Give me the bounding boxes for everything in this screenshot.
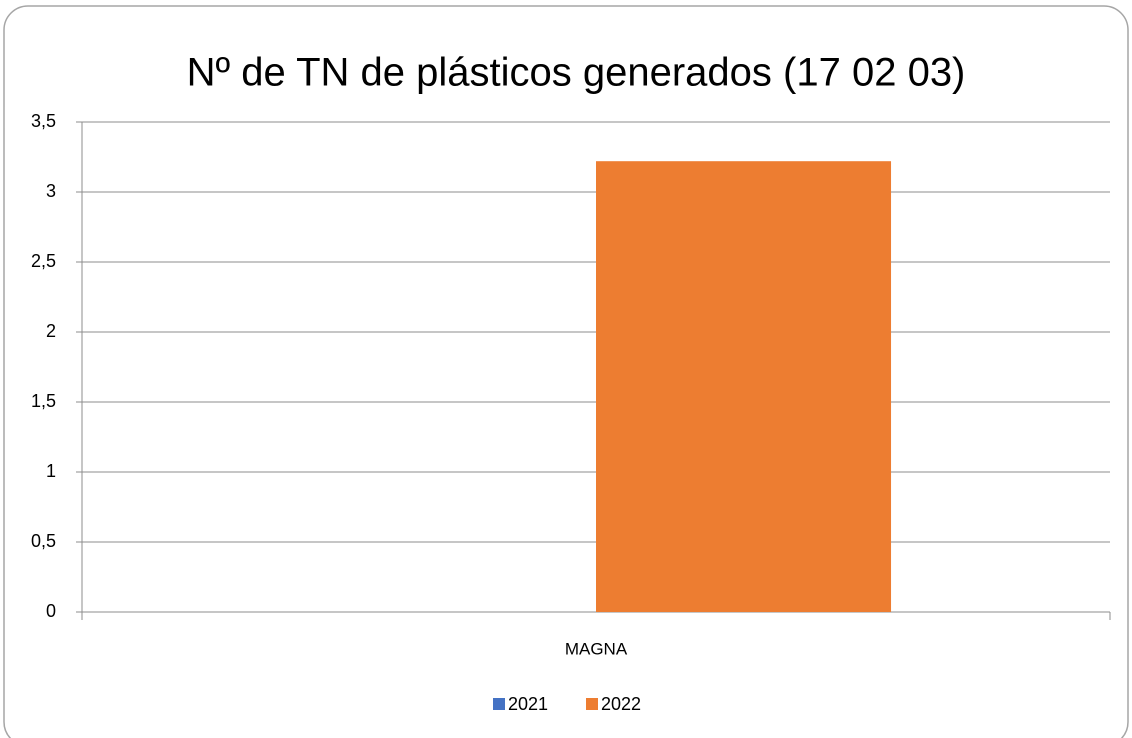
y-tick-label: 2,5 xyxy=(31,251,56,271)
y-tick-label: 1,5 xyxy=(31,391,56,411)
legend-swatch xyxy=(586,698,598,710)
chart-title: Nº de TN de plásticos generados (17 02 0… xyxy=(187,51,966,95)
y-tick-label: 3,5 xyxy=(31,111,56,131)
y-tick-label: 2 xyxy=(46,321,56,341)
chart-border xyxy=(3,5,1129,738)
y-tick-label: 3 xyxy=(46,181,56,201)
legend-label: 2021 xyxy=(508,694,548,714)
legend-swatch xyxy=(493,698,505,710)
x-tick-label: MAGNA xyxy=(565,639,628,658)
y-tick-label: 1 xyxy=(46,461,56,481)
y-tick-label: 0 xyxy=(46,601,56,621)
legend-label: 2022 xyxy=(601,694,641,714)
y-tick-label: 0,5 xyxy=(31,531,56,551)
bar xyxy=(596,161,892,612)
